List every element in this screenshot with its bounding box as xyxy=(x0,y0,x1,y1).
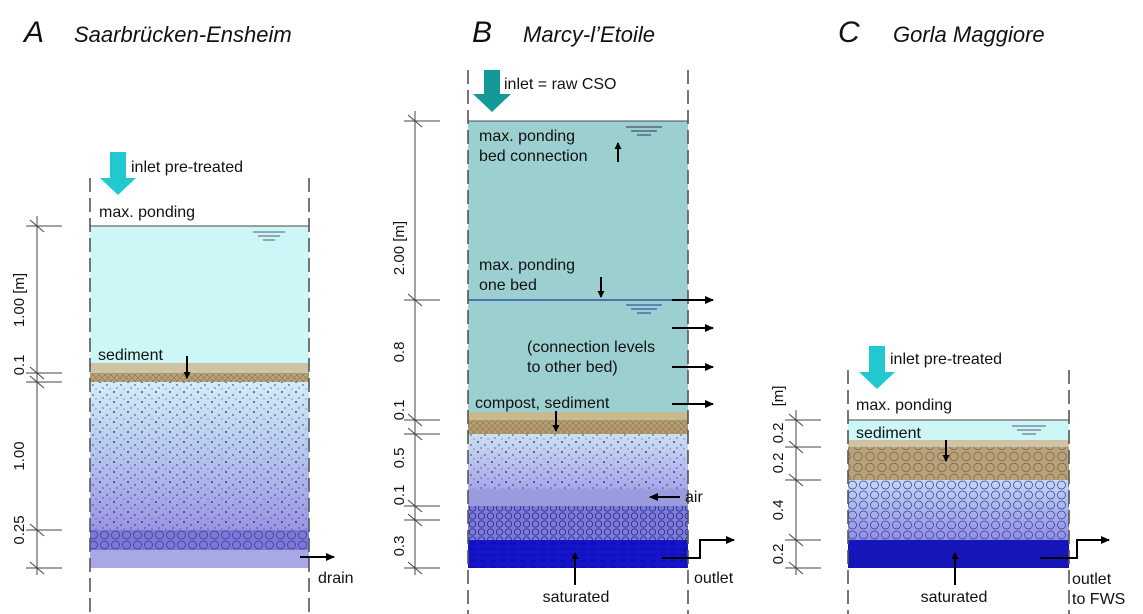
panel-c-max-ponding-label: max. ponding xyxy=(856,397,952,414)
panel-b-water-symbol-top xyxy=(626,126,662,136)
panel-b-dim-6: 0.3 xyxy=(391,536,408,557)
panel-c-letter: C xyxy=(838,16,860,49)
panel-a-ruler xyxy=(26,216,62,575)
panel-c-water-symbol xyxy=(1012,425,1046,435)
panel-a-dim-1: 1.00 [m] xyxy=(11,273,28,327)
panel-b-inlet-label: inlet = raw CSO xyxy=(504,76,616,93)
panel-b-water-symbol-mid xyxy=(626,304,662,314)
panel-b-max-ponding-one-bed-2: one bed xyxy=(479,277,537,294)
panel-b-dim-4: 0.5 xyxy=(391,448,408,469)
panel-a-water-layer xyxy=(90,226,309,363)
panel-a-sediment-label: sediment xyxy=(98,347,163,364)
panel-c-dim-2: 0.2 xyxy=(770,453,787,474)
panel-a-site: Saarbrücken-Ensheim xyxy=(74,22,292,47)
panel-b-outlet-label: outlet xyxy=(694,570,734,587)
panel-b-water-layer xyxy=(468,121,688,412)
panel-b-connection-levels-1: (connection levels xyxy=(527,339,655,356)
panel-a-dim-3: 1.00 xyxy=(11,441,28,470)
panel-b-ruler xyxy=(404,111,440,575)
panel-c-outlet-arrow xyxy=(1040,536,1110,559)
panel-b-dim-1: 2.00 [m] xyxy=(391,221,408,275)
panel-c-dim-unit: [m] xyxy=(770,386,787,407)
panel-a-sediment-layer xyxy=(90,363,309,373)
panel-b-dim-3: 0.1 xyxy=(391,400,408,421)
panel-c-sediment-layer xyxy=(848,440,1069,447)
panel-a-dim-2: 0.1 xyxy=(11,355,28,376)
panel-b-site: Marcy-l’Etoile xyxy=(523,22,655,47)
panel-c-sediment-label: sediment xyxy=(856,425,921,442)
panel-b-air-layer xyxy=(468,489,688,506)
panel-a: A Saarbrücken-Ensheim inlet pre-treated … xyxy=(11,16,354,614)
panel-b-air-label: air xyxy=(685,489,703,506)
panel-a-inlet-label: inlet pre-treated xyxy=(131,159,243,176)
panel-c-saturated-label: saturated xyxy=(921,589,988,606)
panel-a-inlet-arrow xyxy=(100,152,136,195)
panel-b-max-ponding-connection-2: bed connection xyxy=(479,148,588,165)
panel-a-letter: A xyxy=(22,16,44,49)
panel-a-water-symbol xyxy=(253,231,285,241)
panel-a-max-ponding-label: max. ponding xyxy=(99,204,195,221)
panel-c-inlet-label: inlet pre-treated xyxy=(890,351,1002,368)
panel-b-saturated-label: saturated xyxy=(543,589,610,606)
panel-c-outlet-label-1: outlet xyxy=(1072,571,1112,588)
panel-b-sediment-layer xyxy=(468,412,688,420)
panel-a-dim-4: 0.25 xyxy=(11,515,28,544)
panel-c-outlet-label-2: to FWS xyxy=(1072,591,1125,608)
panel-b: B Marcy-l’Etoile inlet = raw CSO max. po… xyxy=(391,16,735,614)
panel-c-ruler xyxy=(785,410,821,575)
panel-b-dim-2: 0.8 xyxy=(391,342,408,363)
panel-c-inlet-arrow xyxy=(859,346,895,389)
panel-c: C Gorla Maggiore inlet pre-treated max. … xyxy=(770,16,1125,614)
panel-b-dim-5: 0.1 xyxy=(391,485,408,506)
panel-a-bottom-layer xyxy=(90,550,309,568)
panel-b-compost-sediment-label: compost, sediment xyxy=(475,395,610,412)
panel-b-max-ponding-connection-1: max. ponding xyxy=(479,128,575,145)
panel-c-dim-1: 0.2 xyxy=(770,423,787,444)
panel-c-dim-3: 0.4 xyxy=(770,500,787,521)
panel-c-dim-4: 0.2 xyxy=(770,544,787,565)
panel-b-letter: B xyxy=(472,16,492,49)
panel-b-connection-levels-2: to other bed) xyxy=(527,359,618,376)
panel-b-inlet-arrow xyxy=(473,70,511,112)
panel-b-outlet-arrow xyxy=(662,536,735,559)
panel-a-drain-label: drain xyxy=(318,570,354,587)
panel-c-water-layer xyxy=(848,420,1069,440)
panel-b-max-ponding-one-bed-1: max. ponding xyxy=(479,257,575,274)
panel-c-site: Gorla Maggiore xyxy=(893,22,1045,47)
